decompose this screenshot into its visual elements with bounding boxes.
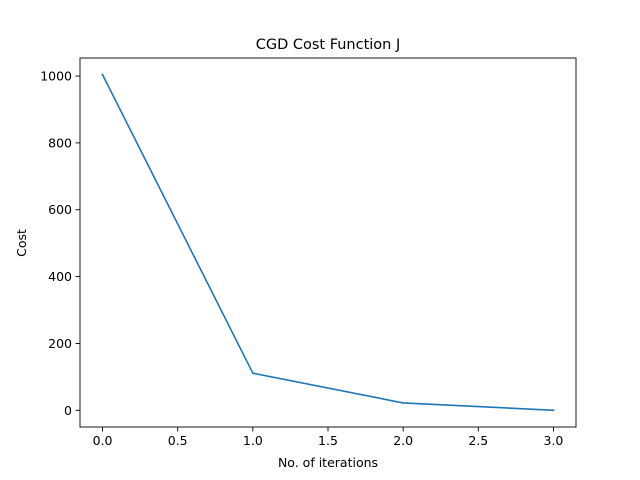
y-tick-label: 800: [48, 135, 72, 150]
data-point: [101, 73, 104, 76]
y-tick-label: 400: [48, 269, 72, 284]
series-group: [101, 73, 555, 412]
data-point: [251, 372, 254, 375]
y-tick-label: 200: [48, 336, 72, 351]
x-tick-label: 2.0: [393, 433, 413, 448]
x-axis-label: No. of iterations: [278, 455, 378, 470]
y-tick-label: 600: [48, 202, 72, 217]
x-tick-label: 3.0: [544, 433, 564, 448]
series-line: [101, 73, 555, 412]
data-point: [552, 409, 555, 412]
y-axis-label: Cost: [14, 229, 29, 257]
x-tick-label: 0.0: [93, 433, 113, 448]
x-axis-ticks: 0.0 0.5 1.0 1.5 2.0 2.5 3.0: [93, 427, 564, 448]
x-tick-label: 1.5: [318, 433, 338, 448]
data-point: [402, 402, 405, 404]
chart-title: CGD Cost Function J: [256, 37, 401, 53]
y-axis-ticks: 0 200 400 600 800 1000: [40, 69, 80, 418]
y-tick-label: 1000: [40, 69, 72, 84]
x-tick-label: 1.0: [243, 433, 263, 448]
plot-frame: [79, 57, 577, 428]
y-tick-label: 0: [64, 403, 72, 418]
x-tick-label: 0.5: [168, 433, 188, 448]
x-tick-label: 2.5: [468, 433, 488, 448]
